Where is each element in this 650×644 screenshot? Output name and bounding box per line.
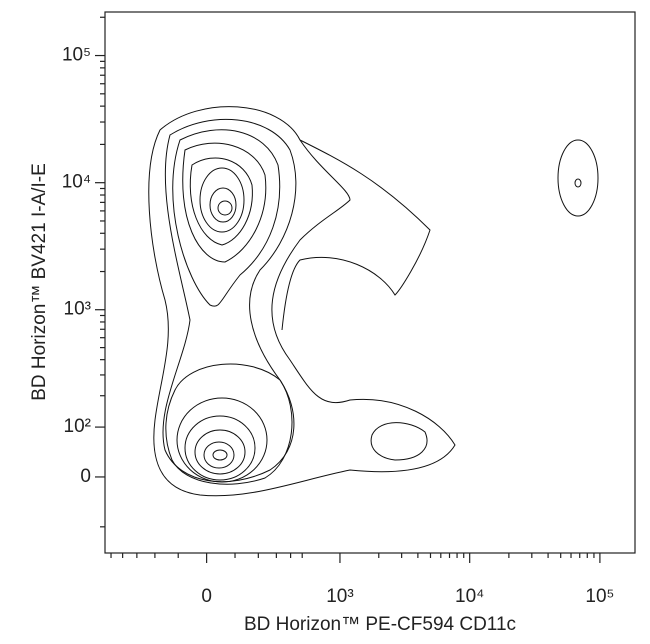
contour: [203, 441, 235, 469]
contour: [176, 397, 268, 483]
contour: [281, 139, 431, 331]
contour: [557, 139, 599, 217]
y-tick-label: 10³: [64, 299, 91, 320]
contours: [148, 106, 599, 497]
contour: [165, 363, 293, 485]
contour: [148, 106, 456, 497]
y-axis-title: BD Horizon™ BV421 I-A/I-E: [29, 163, 50, 401]
y-tick-label: 10⁵: [62, 45, 91, 66]
x-tick-label: 10⁵: [585, 586, 614, 607]
x-tick-label: 10³: [326, 586, 353, 607]
contour: [199, 167, 245, 233]
contour: [209, 187, 237, 223]
plot-frame: [104, 11, 636, 554]
x-axis-title: BD Horizon™ PE-CF594 CD11c: [244, 614, 516, 635]
contour: [217, 200, 233, 216]
y-tick-label: 10⁴: [62, 172, 91, 193]
contour: [212, 449, 228, 461]
contour: [189, 157, 253, 246]
x-tick-label: 0: [201, 586, 212, 607]
y-tick-label: 0: [80, 466, 91, 487]
x-tick-label: 10⁴: [455, 586, 484, 607]
contour: [162, 118, 297, 483]
contour: [184, 415, 256, 481]
contour: [182, 142, 267, 263]
contour: [172, 129, 281, 307]
y-tick-label: 10²: [64, 416, 91, 437]
contour: [574, 178, 582, 188]
contour: [370, 422, 428, 461]
contour: [194, 429, 246, 475]
